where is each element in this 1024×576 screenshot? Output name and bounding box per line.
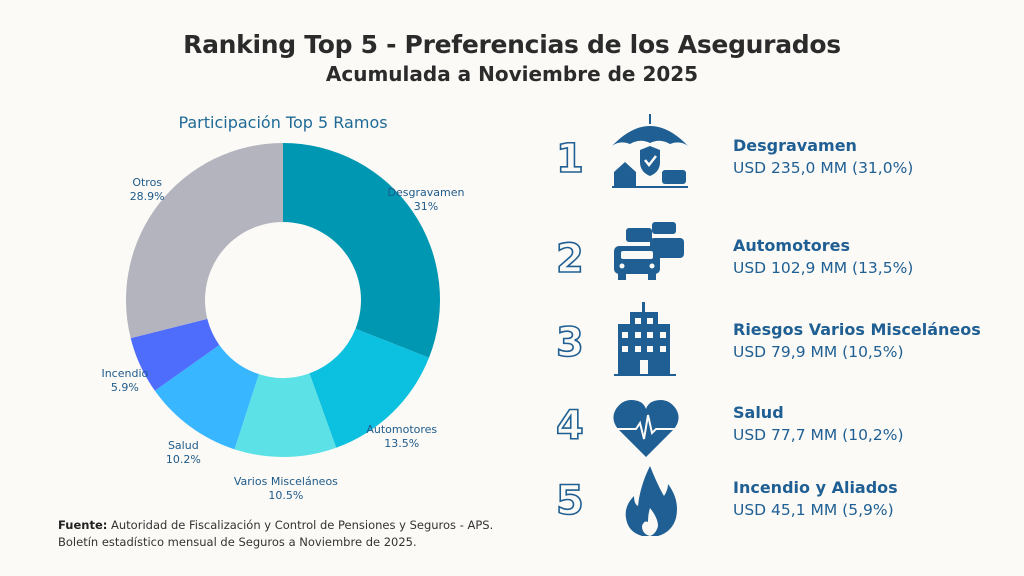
ranking-name: Riesgos Varios Misceláneos bbox=[733, 320, 981, 339]
slice-category-label: Desgravamen bbox=[388, 186, 465, 199]
slice-value-label: 5.9% bbox=[111, 381, 139, 394]
heart-pulse-icon bbox=[613, 400, 679, 457]
ranking-name: Automotores bbox=[733, 236, 850, 255]
donut-slice-desgravamen bbox=[283, 143, 441, 358]
slice-category-label: Salud bbox=[168, 439, 199, 452]
ranking-item-4: 4 Salud USD 77,7 MM (10,2%) bbox=[555, 400, 1006, 473]
source-line-1: Autoridad de Fiscalización y Control de … bbox=[111, 518, 494, 532]
donut-slice-incendio bbox=[130, 318, 220, 391]
donut-chart: Participación Top 5 Ramos Desgravamen31%… bbox=[101, 113, 465, 502]
slice-value-label: 10.5% bbox=[268, 489, 303, 502]
ranking-item-3: 3 Riesgos Varios Misceláneos USD 79,9 MM… bbox=[555, 302, 1006, 390]
slice-category-label: Automotores bbox=[366, 423, 437, 436]
slice-value-label: 31% bbox=[414, 200, 438, 213]
rank-number: 3 bbox=[555, 319, 584, 367]
donut-slice-automotores bbox=[309, 328, 429, 448]
flame-icon bbox=[625, 466, 677, 536]
ranking-item-5: 5 Incendio y Aliados USD 45,1 MM (5,9%) bbox=[555, 466, 1006, 548]
source-note: Fuente: Autoridad de Fiscalización y Con… bbox=[58, 517, 493, 551]
source-label: Fuente: bbox=[58, 518, 108, 532]
slice-value-label: 13.5% bbox=[384, 437, 419, 450]
ranking-value: USD 235,0 MM (31,0%) bbox=[733, 159, 914, 177]
slice-category-label: Varios Misceláneos bbox=[234, 475, 338, 488]
slice-category-label: Otros bbox=[132, 176, 162, 189]
rank-number: 2 bbox=[555, 235, 584, 283]
ranking-name: Salud bbox=[733, 403, 784, 422]
slice-category-label: Incendio bbox=[101, 367, 148, 380]
umbrella-shield-icon bbox=[612, 114, 688, 188]
ranking-value: USD 102,9 MM (13,5%) bbox=[733, 259, 914, 277]
ranking-value: USD 45,1 MM (5,9%) bbox=[733, 501, 894, 519]
cars-icon bbox=[614, 222, 684, 280]
page-title: Ranking Top 5 - Preferencias de los Aseg… bbox=[183, 30, 841, 59]
rank-number: 5 bbox=[555, 477, 584, 525]
slice-value-label: 10.2% bbox=[166, 453, 201, 466]
source-line-2: Boletín estadístico mensual de Seguros a… bbox=[58, 535, 417, 549]
building-icon bbox=[614, 302, 676, 376]
page-subtitle: Acumulada a Noviembre de 2025 bbox=[325, 62, 699, 86]
ranking-item-1: 1 Desgravamen USD 235,0 MM (31,0%) bbox=[555, 114, 1006, 206]
donut-slice-otros bbox=[126, 143, 283, 339]
ranking-item-2: 2 Automotores USD 102,9 MM (13,5%) bbox=[555, 222, 1006, 306]
slice-value-label: 28.9% bbox=[130, 190, 165, 203]
ranking-value: USD 77,7 MM (10,2%) bbox=[733, 426, 904, 444]
donut-slice-salud bbox=[154, 345, 259, 450]
ranking-name: Desgravamen bbox=[733, 136, 857, 155]
ranking-name: Incendio y Aliados bbox=[733, 478, 898, 497]
ranking-value: USD 79,9 MM (10,5%) bbox=[733, 343, 904, 361]
rank-number: 4 bbox=[555, 402, 584, 450]
chart-title: Participación Top 5 Ramos bbox=[178, 113, 387, 132]
rank-number: 1 bbox=[555, 135, 584, 183]
donut-slice-varios-miscel-neos bbox=[234, 373, 337, 458]
